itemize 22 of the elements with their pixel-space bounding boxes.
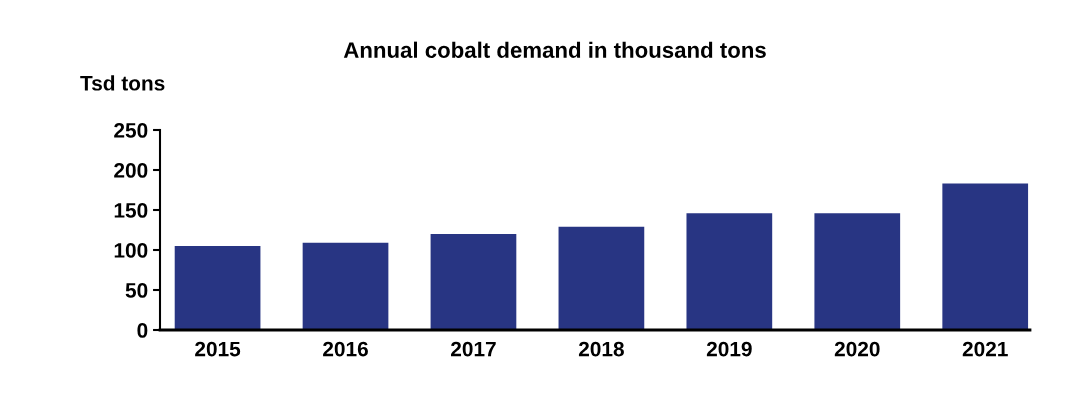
y-tick-label: 0 [137, 323, 148, 338]
bar [558, 226, 645, 330]
bar [814, 213, 901, 330]
bar [430, 234, 517, 330]
y-tick-label: 100 [114, 243, 148, 258]
x-tick-label: 2019 [706, 341, 752, 357]
y-tick-label: 150 [114, 203, 148, 218]
x-tick-label: 2020 [834, 341, 880, 357]
chart-title: Annual cobalt demand in thousand tons [343, 41, 766, 58]
y-axis-title: Tsd tons [80, 75, 165, 91]
x-tick-label: 2016 [323, 341, 368, 357]
x-tick-label: 2015 [195, 341, 241, 357]
y-tick-label: 250 [114, 123, 148, 138]
x-tick-label: 2017 [451, 341, 496, 357]
x-tick-label: 2018 [578, 341, 624, 357]
bar [686, 213, 773, 330]
bar [302, 242, 389, 330]
x-tick-label: 2021 [962, 341, 1008, 357]
bar [174, 246, 261, 330]
y-tick-label: 50 [125, 283, 148, 298]
y-tick-label: 200 [114, 163, 148, 178]
bar [942, 183, 1029, 330]
